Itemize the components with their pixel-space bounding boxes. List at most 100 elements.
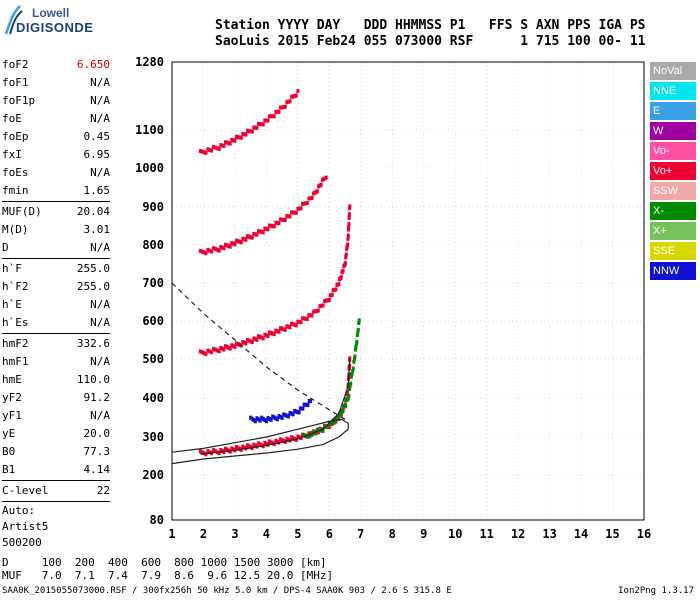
legend: NoVal NNE E W Vo- Vo+ SSW X- X+ SSE NNW bbox=[650, 62, 696, 282]
trace-point bbox=[296, 89, 300, 94]
trace-point bbox=[200, 249, 204, 254]
muf-table: D 100 200 400 600 800 1000 1500 3000 [km… bbox=[2, 556, 333, 582]
trace-point bbox=[250, 340, 254, 345]
trace-point bbox=[288, 214, 292, 219]
trace-point bbox=[233, 344, 237, 349]
trace-point bbox=[246, 337, 250, 342]
trace-point bbox=[330, 420, 334, 425]
trace-point bbox=[337, 282, 341, 287]
trace-point bbox=[219, 448, 223, 453]
trace-point bbox=[206, 247, 210, 252]
param-value: 77.3 bbox=[83, 445, 111, 458]
trace-point bbox=[319, 182, 323, 187]
trace-point bbox=[310, 313, 314, 318]
muf-row: MUF 7.0 7.1 7.4 7.9 8.6 9.6 12.5 20.0 [M… bbox=[2, 569, 334, 582]
distance-row: D 100 200 400 600 800 1000 1500 3000 [km… bbox=[2, 556, 327, 569]
trace-point bbox=[202, 150, 206, 155]
trace-point bbox=[346, 242, 350, 247]
param-label: hmE bbox=[2, 373, 22, 386]
trace-point bbox=[268, 330, 272, 335]
trace-point bbox=[219, 345, 223, 350]
trace-point bbox=[296, 206, 300, 211]
trace-point bbox=[219, 143, 223, 148]
x-tick-label: 10 bbox=[448, 527, 462, 541]
trace-point bbox=[217, 146, 221, 151]
trace-point bbox=[293, 408, 297, 413]
trace-point bbox=[354, 345, 358, 349]
trace-point bbox=[290, 411, 294, 416]
param-label: B1 bbox=[2, 463, 16, 476]
trace-point bbox=[282, 217, 286, 222]
trace-point bbox=[332, 420, 336, 425]
trace-point bbox=[283, 104, 287, 109]
trace-point bbox=[348, 384, 352, 389]
param-label: h`F2 bbox=[2, 280, 29, 293]
trace-point bbox=[253, 443, 257, 448]
trace-point bbox=[244, 237, 248, 242]
trace-point bbox=[272, 415, 276, 420]
trace-point bbox=[212, 246, 216, 251]
trace-point bbox=[291, 412, 295, 417]
trace-point bbox=[291, 210, 295, 215]
trace-point bbox=[326, 298, 330, 303]
trace-point bbox=[290, 94, 294, 99]
trace-point bbox=[313, 309, 317, 314]
x-tick-label: 6 bbox=[326, 527, 333, 541]
trace-point bbox=[230, 137, 234, 142]
trace-point bbox=[244, 132, 248, 137]
x-tick-label: 1 bbox=[168, 527, 175, 541]
param-row-foe: foE N/A bbox=[2, 110, 110, 128]
y-tick-label: 1280 bbox=[135, 55, 164, 69]
trace-point bbox=[304, 201, 308, 206]
param-value: N/A bbox=[90, 355, 110, 368]
trace-point bbox=[213, 246, 217, 251]
trace-point bbox=[212, 145, 216, 150]
trace-point bbox=[308, 434, 312, 439]
trace-point bbox=[286, 437, 290, 442]
trace-point bbox=[238, 135, 242, 140]
trace-point bbox=[220, 143, 224, 148]
trace-point bbox=[277, 329, 281, 334]
param-row-foep: foEp 0.45 bbox=[2, 128, 110, 146]
param-value: N/A bbox=[90, 298, 110, 311]
legend-item-e: E bbox=[650, 102, 696, 120]
param-value: 91.2 bbox=[83, 391, 111, 404]
trace-point bbox=[339, 275, 343, 280]
trace-point bbox=[230, 241, 234, 246]
trace-point bbox=[220, 245, 224, 250]
trace-point bbox=[351, 369, 355, 374]
trace-point bbox=[286, 99, 290, 104]
x-tick-label: 14 bbox=[574, 527, 588, 541]
trace-point bbox=[307, 313, 311, 318]
trace-point bbox=[310, 432, 314, 437]
trace-point bbox=[250, 235, 254, 240]
trace-point bbox=[294, 323, 298, 328]
trace-point bbox=[324, 298, 328, 303]
plot-frame bbox=[171, 61, 645, 521]
trace-point bbox=[252, 418, 256, 423]
trace-point bbox=[272, 114, 276, 119]
trace-point bbox=[294, 437, 298, 442]
trace-point bbox=[326, 424, 330, 429]
separator bbox=[2, 480, 110, 481]
trace-point bbox=[302, 316, 306, 321]
logo-digisonde-text: DIGISONDE bbox=[16, 20, 94, 35]
y-tick-label: 200 bbox=[142, 468, 164, 482]
param-value: 3.01 bbox=[83, 223, 111, 236]
separator bbox=[2, 201, 110, 202]
trace-point bbox=[198, 248, 202, 253]
trace-point bbox=[354, 342, 358, 347]
trace-point bbox=[249, 445, 253, 450]
trace-point bbox=[306, 403, 310, 408]
legend-item-nnw: NNW bbox=[650, 262, 696, 280]
trace-point bbox=[301, 432, 305, 437]
trace-point bbox=[274, 438, 278, 443]
trace-point bbox=[349, 374, 353, 379]
trace-point bbox=[275, 439, 279, 444]
trace-point bbox=[266, 415, 270, 420]
y-tick-label: 800 bbox=[142, 238, 164, 252]
trace-point bbox=[279, 105, 283, 110]
legend-item-x: X- bbox=[650, 202, 696, 220]
trace-point bbox=[208, 349, 212, 354]
